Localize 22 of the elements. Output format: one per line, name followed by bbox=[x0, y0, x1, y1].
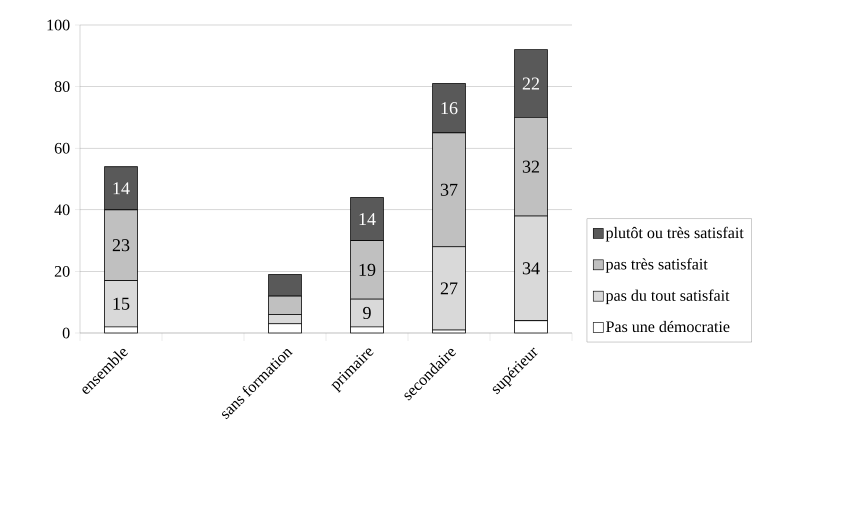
y-tick-label: 100 bbox=[48, 20, 70, 30]
y-tick-label: 60 bbox=[54, 142, 70, 154]
legend-label: plutôt ou très satisfait bbox=[606, 226, 744, 242]
y-tick-label: 0 bbox=[62, 328, 70, 338]
legend-label: pas très satisfait bbox=[606, 258, 708, 273]
data-label: 16 bbox=[442, 102, 458, 114]
data-label: 32 bbox=[522, 160, 540, 173]
data-label: 37 bbox=[440, 184, 458, 196]
data-label: 23 bbox=[112, 239, 130, 252]
data-label: 15 bbox=[114, 298, 130, 310]
data-label: 14 bbox=[360, 213, 376, 225]
data-label: 9 bbox=[363, 306, 371, 320]
legend-label: pas du tout satisfait bbox=[606, 289, 730, 304]
y-tick-label: 40 bbox=[54, 204, 70, 216]
y-tick-label: 80 bbox=[54, 81, 70, 92]
legend-label: Pas une démocratie bbox=[606, 320, 730, 332]
data-label: 19 bbox=[360, 264, 376, 276]
data-label: 27 bbox=[440, 282, 458, 294]
data-label: 34 bbox=[522, 262, 540, 274]
data-label: 14 bbox=[114, 182, 130, 194]
data-label: 22 bbox=[522, 78, 540, 90]
y-tick-label: 20 bbox=[54, 266, 70, 277]
